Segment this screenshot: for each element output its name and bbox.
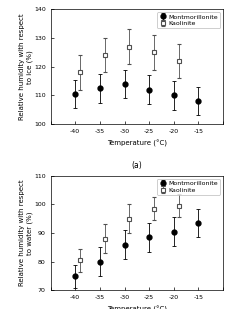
X-axis label: Temperature (°C): Temperature (°C) <box>106 139 166 147</box>
Y-axis label: Relative humidity with respect
to ice (%): Relative humidity with respect to ice (%… <box>19 13 33 120</box>
Legend: Montmorillonite, Kaolinite: Montmorillonite, Kaolinite <box>157 12 219 28</box>
Y-axis label: Relative humidity with respect
to water (%): Relative humidity with respect to water … <box>19 180 33 286</box>
X-axis label: Temperature (°C): Temperature (°C) <box>106 306 166 309</box>
Legend: Montmorillonite, Kaolinite: Montmorillonite, Kaolinite <box>157 179 219 195</box>
Text: (a): (a) <box>131 161 142 170</box>
